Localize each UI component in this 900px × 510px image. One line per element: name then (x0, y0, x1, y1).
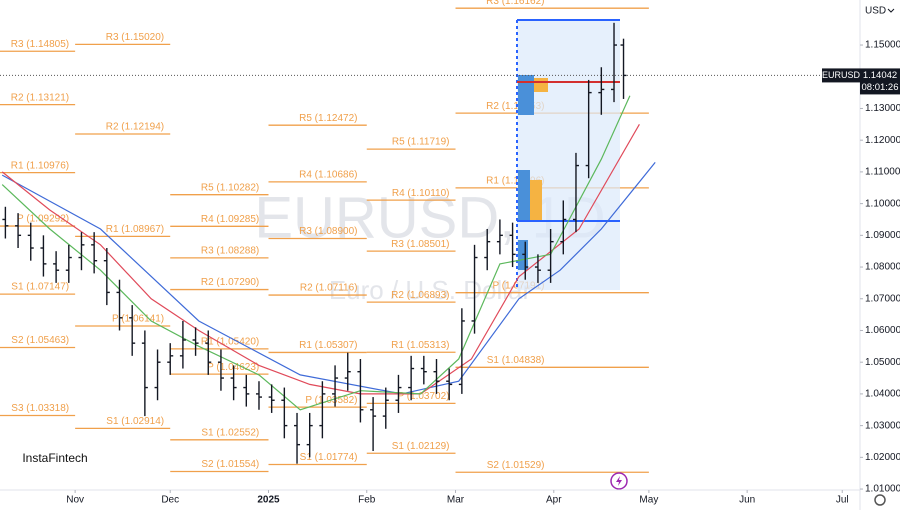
event-icon-bolt (616, 476, 622, 486)
pivot-label: S1 (1.04838) (487, 355, 545, 366)
x-tick-label: Jul (836, 495, 849, 506)
price-tag-label: 1.14042 (863, 70, 897, 81)
pivot-label: R1 (1.05313) (391, 340, 449, 351)
pivot-label: S2 (1.05463) (11, 335, 69, 346)
pivot-label: R1 (1.08967) (106, 224, 164, 235)
brand-logo: InstaFintech (22, 451, 87, 465)
pivot-label: S1 (1.02129) (392, 441, 450, 452)
price-tag (860, 68, 900, 95)
pivot-label: R4 (1.10686) (299, 169, 357, 180)
x-tick-label: Jun (739, 495, 755, 506)
pivot-label: S1 (1.01774) (300, 452, 358, 463)
x-tick-label: Nov (66, 495, 84, 506)
profile-bar (518, 75, 534, 115)
profile-bar (530, 180, 542, 220)
x-tick-label: Apr (546, 495, 562, 506)
pivot-label: R1 (1.10496) (486, 176, 544, 187)
pivot-label: R5 (1.10282) (201, 182, 259, 193)
y-tick-label: 1.13000 (865, 103, 900, 114)
pivot-label: P (1.09292) (17, 214, 69, 225)
settings-icon[interactable] (874, 494, 886, 506)
volume-profile (516, 19, 620, 290)
y-tick-label: 1.03000 (865, 420, 900, 431)
pivot-label: R2 (1.07116) (300, 283, 358, 294)
pivot-label: R3 (1.14805) (11, 39, 69, 50)
pivot-label: R4 (1.09285) (201, 214, 259, 225)
x-tick-label: May (639, 495, 658, 506)
pivot-label: S3 (1.03318) (11, 403, 69, 414)
pivot-label: P (1.06141) (112, 314, 164, 325)
pivot-label: R1 (1.05307) (299, 340, 357, 351)
pivot-label: R2 (1.12853) (486, 101, 544, 112)
profile-bar (534, 78, 548, 92)
pivot-label: R3 (1.08501) (391, 239, 449, 250)
profile-area (517, 20, 620, 290)
price-bars (2, 22, 627, 464)
pivot-label: R4 (1.10110) (392, 188, 450, 199)
currency-label[interactable]: USD (865, 6, 886, 17)
pivot-label: S1 (1.07147) (11, 282, 69, 293)
pivot-label: P (1.03702) (397, 391, 449, 402)
symbol-tag (822, 68, 860, 83)
pivot-label: S2 (1.01529) (487, 460, 545, 471)
y-tick-label: 1.04000 (865, 389, 900, 400)
y-tick-label: 1.12000 (865, 135, 900, 146)
y-tick-label: 1.01000 (865, 484, 900, 495)
pivot-label: R1 (1.05420) (201, 337, 259, 348)
axes: 1.01000 1.02000 1.03000 1.04000 1.05000 1.060… (66, 40, 900, 506)
pivot-label: S2 (1.01554) (201, 459, 259, 470)
profile-bar (518, 170, 530, 220)
symbol-tag-label: EURUSD (822, 70, 861, 80)
pivot-label: R5 (1.11719) (392, 137, 450, 148)
pivot-label: R3 (1.08900) (299, 226, 357, 237)
y-tick-label: 1.08000 (865, 262, 900, 273)
y-tick-label: 1.05000 (865, 357, 900, 368)
logo-box (15, 440, 95, 476)
pivot-label: R2 (1.07290) (201, 277, 259, 288)
pivot-label: R3 (1.08288) (201, 246, 259, 257)
x-tick-label: Dec (161, 495, 179, 506)
x-tick-label: Feb (358, 495, 376, 506)
pivot-label: R5 (1.12472) (299, 113, 357, 124)
moving-average (1, 95, 631, 411)
y-tick-label: 1.11000 (865, 167, 900, 178)
pivot-label: R2 (1.13121) (11, 92, 69, 103)
pivot-label: R1 (1.10976) (11, 160, 69, 171)
y-tick-label: 1.07000 (865, 293, 900, 304)
x-tick-label: Mar (447, 495, 465, 506)
y-tick-label: 1.15000 (865, 40, 900, 51)
y-tick-label: 1.02000 (865, 452, 900, 463)
pivot-label: R3 (1.15020) (106, 32, 164, 43)
pivot-label: R2 (1.12194) (106, 122, 164, 133)
pivot-label: S1 (1.02552) (201, 427, 259, 438)
dropdown-arrow (887, 8, 895, 13)
moving-averages (0, 74, 860, 411)
y-tick-label: 1.06000 (865, 325, 900, 336)
pivot-label: R2 (1.06893) (391, 290, 449, 301)
y-tick-label: 1.09000 (865, 230, 900, 241)
moving-average (1, 124, 640, 395)
pivot-label: S1 (1.02914) (106, 416, 164, 427)
countdown-label: 08:01:26 (862, 82, 899, 93)
y-tick-label: 1.10000 (865, 198, 900, 209)
pivot-label: R3 (1.16162) (486, 0, 544, 7)
description-watermark: Euro / U.S. Dollar (329, 275, 532, 305)
pivot-levels: R3 (1.14805) R2 (1.13121) R1 (1.10976) P (1… (0, 0, 649, 473)
x-tick-label: 2025 (257, 495, 280, 506)
